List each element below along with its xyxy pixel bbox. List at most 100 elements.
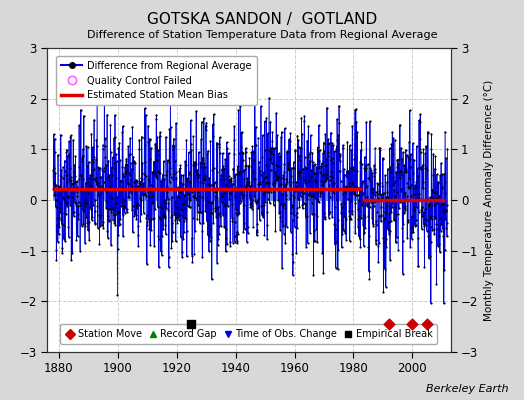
Point — [334, 132, 342, 138]
Point — [401, 203, 410, 210]
Point — [386, 196, 395, 202]
Point — [147, 145, 155, 151]
Point — [389, 181, 397, 188]
Point — [126, 135, 134, 141]
Point — [329, 160, 337, 166]
Point — [155, 236, 163, 242]
Point — [228, 186, 236, 193]
Point — [70, 209, 78, 215]
Point — [335, 158, 344, 164]
Point — [247, 205, 256, 212]
Point — [244, 163, 253, 169]
Point — [295, 173, 303, 180]
Point — [90, 176, 99, 183]
Point — [341, 171, 349, 178]
Point — [195, 196, 203, 202]
Point — [188, 252, 196, 259]
Point — [212, 189, 221, 196]
Point — [176, 189, 184, 196]
Point — [438, 184, 446, 190]
Point — [274, 163, 282, 170]
Point — [356, 188, 365, 194]
Point — [263, 222, 271, 228]
Point — [234, 150, 243, 156]
Point — [171, 198, 179, 205]
Point — [302, 201, 310, 207]
Point — [407, 164, 416, 170]
Point — [425, 202, 433, 209]
Point — [150, 159, 159, 165]
Point — [280, 169, 288, 175]
Point — [357, 139, 366, 145]
Point — [141, 112, 150, 118]
Point — [353, 128, 362, 135]
Point — [376, 144, 384, 151]
Point — [231, 219, 239, 226]
Point — [205, 226, 214, 232]
Point — [165, 126, 173, 132]
Point — [95, 214, 104, 220]
Point — [380, 215, 388, 221]
Point — [138, 160, 147, 166]
Point — [407, 193, 416, 199]
Point — [131, 184, 139, 190]
Point — [365, 198, 373, 204]
Point — [292, 250, 300, 256]
Point — [179, 236, 188, 242]
Point — [67, 174, 75, 180]
Point — [238, 168, 247, 174]
Point — [277, 129, 286, 135]
Point — [361, 154, 369, 160]
Point — [290, 212, 298, 218]
Point — [242, 162, 250, 168]
Point — [159, 212, 167, 219]
Point — [366, 118, 374, 124]
Point — [303, 138, 311, 144]
Point — [331, 264, 340, 271]
Point — [361, 214, 369, 220]
Point — [94, 165, 103, 171]
Point — [181, 158, 189, 164]
Point — [322, 177, 330, 183]
Point — [158, 176, 167, 182]
Point — [87, 130, 95, 137]
Point — [88, 172, 96, 179]
Point — [163, 194, 171, 200]
Point — [153, 156, 161, 163]
Point — [408, 228, 416, 235]
Point — [382, 194, 390, 200]
Point — [129, 158, 138, 164]
Point — [368, 184, 376, 191]
Point — [440, 170, 448, 177]
Point — [202, 119, 211, 126]
Point — [83, 144, 92, 150]
Point — [279, 223, 287, 230]
Point — [153, 134, 161, 140]
Point — [344, 168, 353, 174]
Point — [130, 190, 139, 196]
Point — [355, 236, 364, 242]
Point — [409, 140, 417, 146]
Point — [354, 216, 363, 222]
Point — [162, 205, 171, 211]
Point — [259, 214, 267, 220]
Point — [309, 191, 317, 197]
Point — [91, 220, 99, 226]
Point — [432, 221, 440, 227]
Point — [324, 153, 333, 159]
Point — [277, 201, 286, 207]
Point — [353, 187, 361, 193]
Point — [291, 146, 299, 153]
Point — [61, 168, 69, 174]
Point — [145, 226, 154, 233]
Point — [238, 150, 247, 156]
Point — [134, 232, 142, 238]
Point — [133, 178, 141, 184]
Point — [434, 233, 443, 239]
Point — [253, 221, 261, 228]
Point — [69, 180, 77, 186]
Point — [242, 145, 250, 151]
Point — [392, 189, 401, 195]
Point — [378, 182, 387, 189]
Point — [203, 151, 212, 157]
